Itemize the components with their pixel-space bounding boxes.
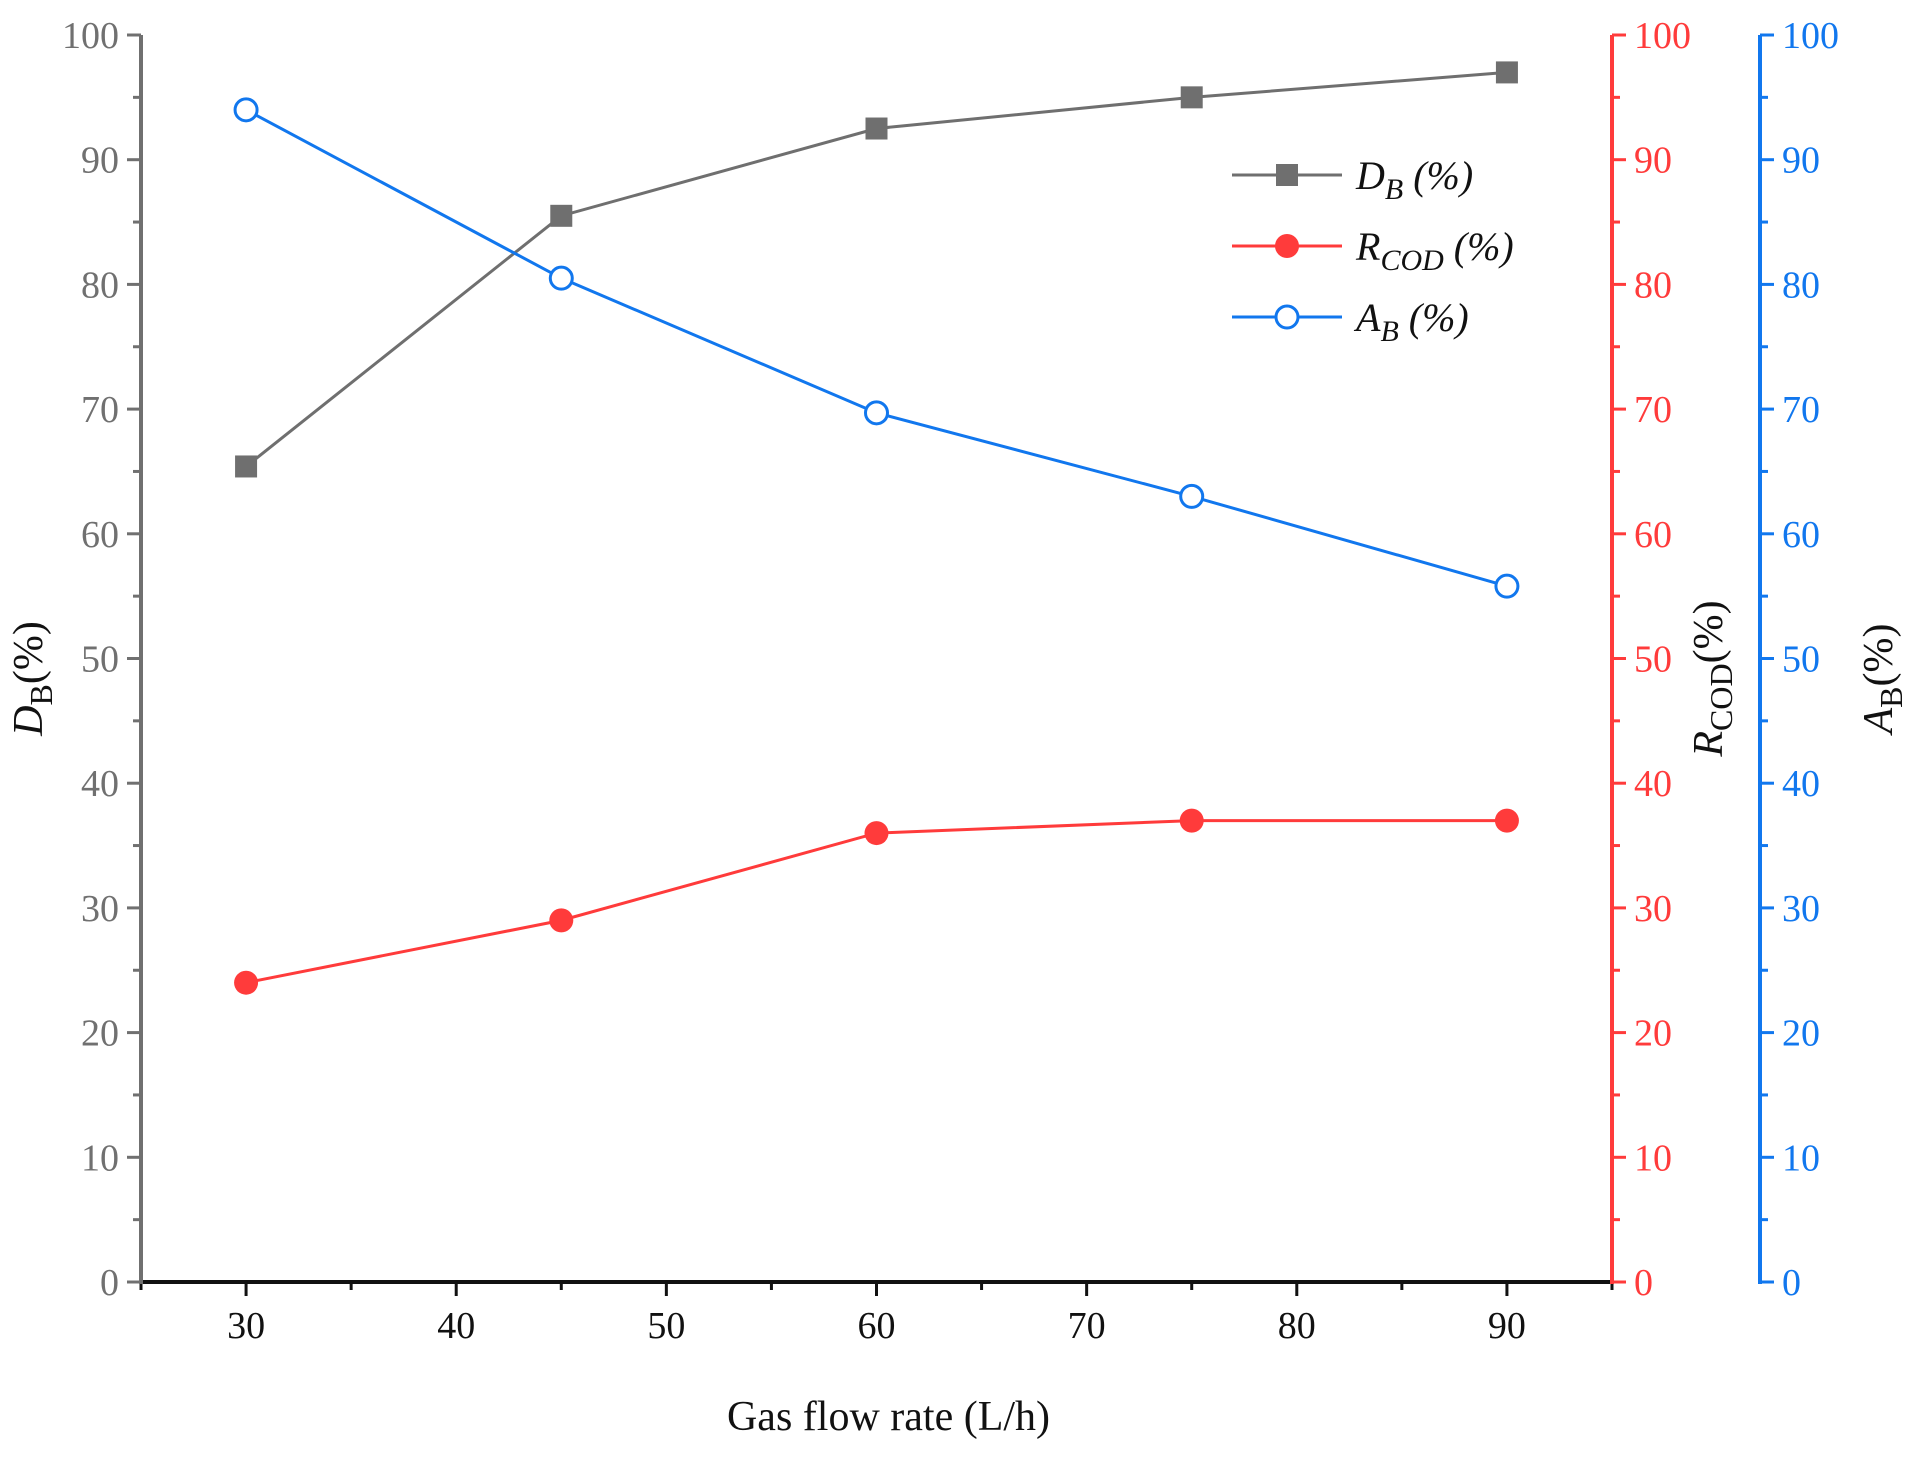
x-tick-label: 60	[858, 1305, 896, 1347]
y-tick-label-DB: 30	[81, 888, 119, 930]
y-tick-label-RCOD: 70	[1634, 389, 1672, 431]
y-tick-label-AB: 10	[1782, 1137, 1820, 1179]
axis-title-main: D	[6, 705, 52, 736]
y-tick-label-DB: 40	[81, 763, 119, 805]
y-tick-label-RCOD: 80	[1634, 264, 1672, 306]
y-tick-label-AB: 50	[1782, 639, 1820, 681]
data-point-AB	[233, 97, 259, 123]
y-tick-label-RCOD: 40	[1634, 763, 1672, 805]
data-point-AB	[1494, 573, 1520, 599]
axis-title-sub: B	[1873, 686, 1909, 707]
legend-label-sub: COD	[1380, 244, 1444, 277]
data-point-RCOD	[234, 970, 259, 995]
series-DB	[235, 61, 1518, 478]
y-tick-label-DB: 20	[81, 1013, 119, 1055]
y-axis-title-RCOD: RCOD(%)	[1686, 600, 1739, 757]
y-tick-label-RCOD: 30	[1634, 888, 1672, 930]
x-tick-label: 40	[437, 1305, 475, 1347]
legend-label-main: A	[1353, 295, 1381, 340]
y-tick-label-AB: 20	[1782, 1013, 1820, 1055]
legend-marker	[1274, 304, 1300, 330]
y-tick-label-RCOD: 90	[1634, 140, 1672, 182]
axis-title-main: R	[1686, 731, 1732, 758]
y-tick-label-RCOD: 10	[1634, 1137, 1672, 1179]
data-point-RCOD	[549, 908, 574, 933]
axis-title-tail: (%)	[1856, 624, 1902, 687]
data-point-RCOD	[1179, 808, 1204, 833]
data-point-AB	[548, 265, 574, 291]
y-tick-label-DB: 90	[81, 140, 119, 182]
legend-label-tail: (%)	[1444, 224, 1514, 269]
data-point-DB	[865, 117, 888, 140]
legend-item-AB: AB (%)	[1232, 295, 1469, 348]
legend-label-main: R	[1355, 224, 1380, 269]
y-tick-label-AB: 90	[1782, 140, 1820, 182]
legend-item-DB: DB (%)	[1232, 153, 1473, 206]
legend-label-tail: (%)	[1399, 295, 1469, 340]
y-tick-label-DB: 60	[81, 514, 119, 556]
legend-label: RCOD (%)	[1355, 224, 1514, 277]
x-tick-label: 30	[227, 1305, 265, 1347]
legend-label-sub: B	[1380, 315, 1398, 348]
y-tick-label-DB: 10	[81, 1137, 119, 1179]
series-line-AB	[245, 108, 1508, 588]
data-point-AB	[1179, 483, 1205, 509]
x-axis-title: Gas flow rate (L/h)	[727, 1394, 1050, 1440]
data-point-DB	[550, 204, 573, 227]
x-tick-label: 80	[1278, 1305, 1316, 1347]
y-axis-title-AB: AB(%)	[1856, 624, 1909, 737]
x-tick-label: 70	[1068, 1305, 1106, 1347]
data-point-DB	[1495, 61, 1518, 84]
axis-title-tail: (%)	[1686, 600, 1732, 663]
legend-item-RCOD: RCOD (%)	[1232, 224, 1514, 277]
legend: DB (%)RCOD (%)AB (%)	[1232, 153, 1514, 348]
y-tick-label-RCOD: 60	[1634, 514, 1672, 556]
y-tick-label-AB: 30	[1782, 888, 1820, 930]
y-axis-title-DB: DB(%)	[6, 621, 59, 737]
legend-marker	[1275, 234, 1299, 258]
y-tick-label-AB: 0	[1782, 1262, 1801, 1304]
y-tick-label-RCOD: 20	[1634, 1013, 1672, 1055]
axis-title-sub: B	[23, 684, 59, 705]
axis-title-tail: (%)	[6, 621, 52, 684]
legend-label-main: D	[1355, 153, 1385, 198]
data-point-RCOD	[1494, 808, 1519, 833]
y-tick-label-DB: 80	[81, 264, 119, 306]
series-RCOD	[234, 808, 1519, 995]
y-tick-label-AB: 100	[1782, 15, 1839, 57]
legend-label: DB (%)	[1355, 153, 1473, 206]
y-tick-label-AB: 40	[1782, 763, 1820, 805]
y-tick-label-RCOD: 50	[1634, 639, 1672, 681]
axis-title-main: A	[1856, 707, 1902, 736]
y-tick-label-RCOD: 100	[1634, 15, 1691, 57]
data-point-DB	[1180, 86, 1203, 109]
legend-marker	[1276, 164, 1298, 186]
data-point-AB	[864, 400, 889, 426]
x-tick-label: 50	[647, 1305, 685, 1347]
y-tick-label-AB: 70	[1782, 389, 1820, 431]
y-tick-label-DB: 50	[81, 639, 119, 681]
data-point-RCOD	[864, 821, 889, 846]
y-tick-label-AB: 80	[1782, 264, 1820, 306]
y-tick-label-AB: 60	[1782, 514, 1820, 556]
axis-title-sub: COD	[1703, 663, 1739, 731]
legend-label-sub: B	[1385, 173, 1403, 206]
y-tick-label-DB: 100	[62, 15, 119, 57]
y-tick-label-DB: 0	[100, 1262, 119, 1304]
y-tick-label-RCOD: 0	[1634, 1262, 1653, 1304]
data-point-DB	[235, 455, 258, 478]
legend-label-tail: (%)	[1403, 153, 1473, 198]
y-tick-label-DB: 70	[81, 389, 119, 431]
legend-label: AB (%)	[1353, 295, 1469, 348]
x-tick-label: 90	[1488, 1305, 1526, 1347]
series-AB	[233, 97, 1520, 599]
